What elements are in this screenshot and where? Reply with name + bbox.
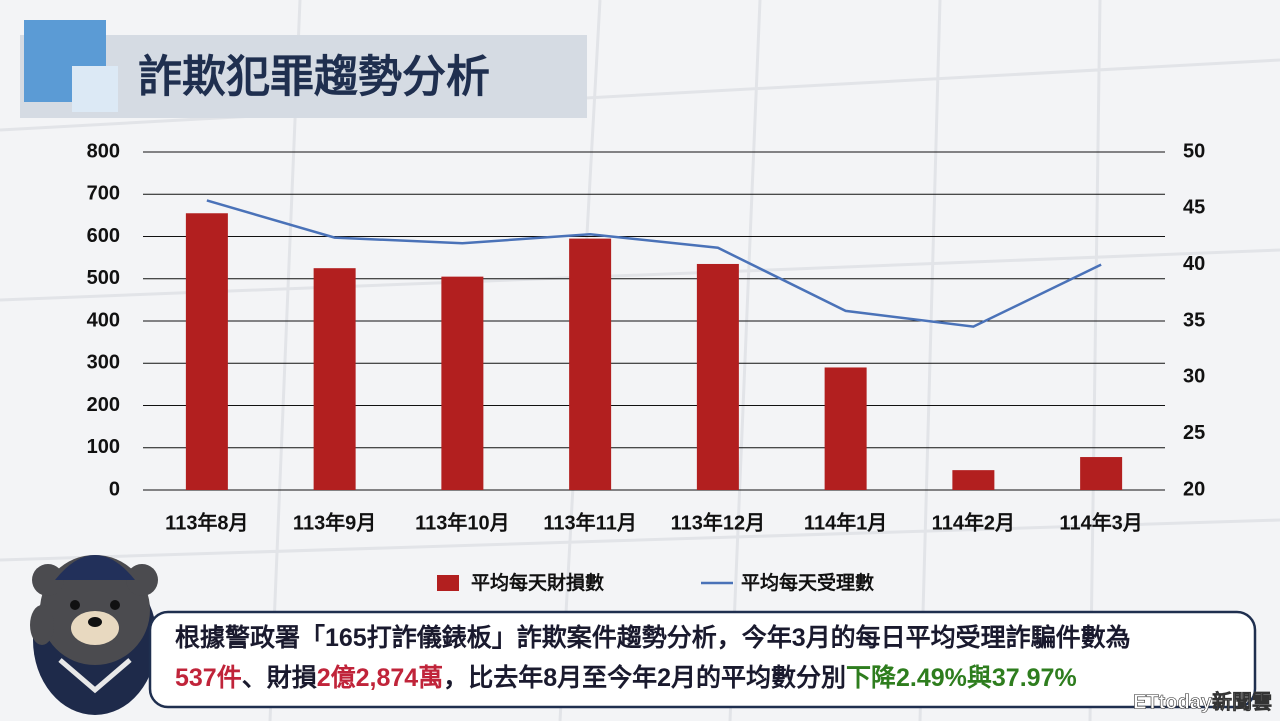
- y-tick-label: 700: [87, 183, 120, 205]
- y2-tick-label: 30: [1183, 366, 1205, 388]
- x-tick-label: 113年9月: [293, 510, 376, 534]
- x-tick-label: 114年1月: [804, 510, 887, 534]
- y2-tick-label: 25: [1183, 422, 1205, 444]
- y2-tick-label: 20: [1183, 478, 1205, 500]
- callout-line: 根據警政署「165打詐儀錶板」詐欺案件趨勢分析，今年3月的每日平均受理詐騙件數為: [175, 623, 1131, 652]
- bar: [441, 276, 484, 490]
- y-tick-label: 100: [87, 436, 120, 458]
- y-tick-label: 200: [87, 394, 120, 416]
- y2-tick-label: 50: [1183, 140, 1205, 162]
- y2-tick-label: 40: [1183, 253, 1205, 275]
- callout-box: [148, 610, 1257, 709]
- bar: [185, 213, 228, 490]
- callout-segment: ，比去年8月至今年2月的平均數分別: [443, 663, 846, 692]
- y-tick-label: 500: [87, 267, 120, 289]
- title-square-small: [72, 66, 118, 112]
- legend-label: 平均每天財損數: [471, 571, 604, 594]
- callout-line: 537件、財損2億2,874萬，比去年8月至今年2月的平均數分別下降2.49%與…: [175, 663, 1077, 692]
- y-tick-label: 0: [109, 478, 120, 500]
- bar: [569, 238, 612, 490]
- y-tick-label: 600: [87, 225, 120, 247]
- bar: [824, 367, 867, 490]
- legend-swatch: [437, 575, 459, 591]
- bar: [1080, 457, 1123, 490]
- chart-title: 詐欺犯罪趨勢分析: [138, 53, 490, 102]
- callout-segment: 下降2.49%與37.97%: [846, 664, 1077, 692]
- x-tick-label: 114年3月: [1059, 510, 1142, 534]
- bar: [952, 470, 995, 490]
- bar: [313, 268, 356, 490]
- y-tick-label: 400: [87, 309, 120, 331]
- y2-tick-label: 45: [1183, 197, 1205, 219]
- callout-segment: 537件: [175, 664, 242, 692]
- y2-tick-label: 35: [1183, 309, 1205, 331]
- y-tick-label: 300: [87, 352, 120, 374]
- callout-segment: 、財損: [242, 664, 317, 692]
- x-tick-label: 114年2月: [932, 510, 1015, 534]
- mascot: [30, 555, 158, 715]
- watermark: ETtoday新聞雲: [1133, 689, 1272, 713]
- x-tick-label: 113年11月: [543, 510, 636, 534]
- x-tick-label: 113年8月: [165, 510, 248, 534]
- y-tick-label: 800: [87, 140, 120, 162]
- legend-label: 平均每天受理數: [741, 571, 874, 594]
- callout-segment: 2億2,874萬: [317, 663, 443, 692]
- callout-segment: 根據警政署「165打詐儀錶板」詐欺案件趨勢分析，今年3月的每日平均受理詐騙件數為: [175, 623, 1131, 652]
- line: [206, 199, 1102, 328]
- x-tick-label: 113年12月: [671, 510, 766, 534]
- bar: [696, 263, 739, 490]
- x-tick-label: 113年10月: [415, 510, 510, 534]
